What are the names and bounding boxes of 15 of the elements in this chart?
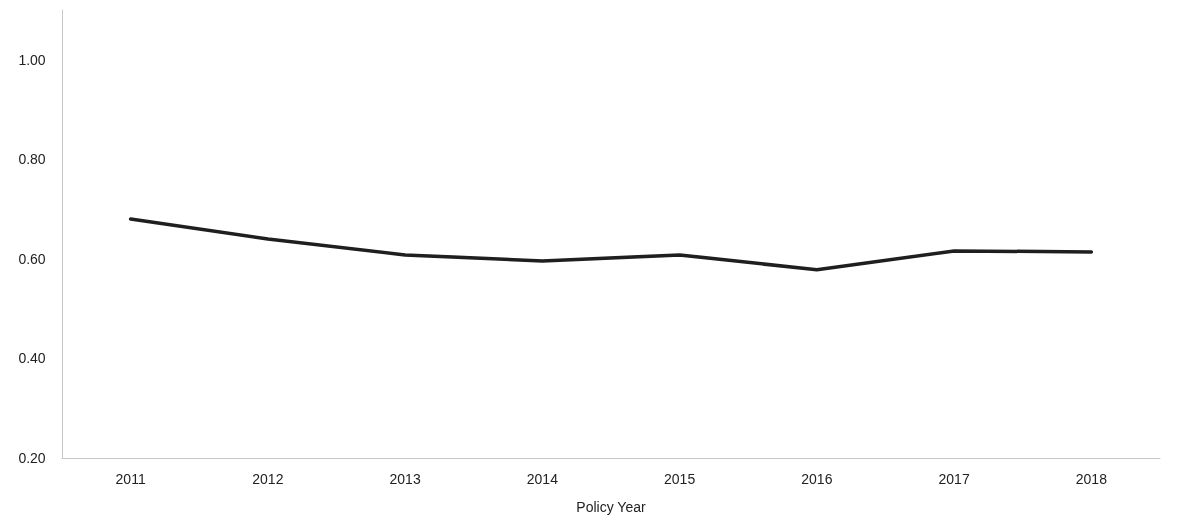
x-tick-label: 2011 <box>115 471 146 487</box>
y-tick-label: 0.20 <box>18 450 46 466</box>
x-tick-label: 2016 <box>801 471 833 487</box>
x-tick-label: 2015 <box>664 471 696 487</box>
line-series <box>128 217 1094 272</box>
y-tick-label: 0.80 <box>18 151 46 168</box>
y-tick-label: 1.00 <box>18 51 46 68</box>
y-tick-label: 0.60 <box>18 250 46 267</box>
x-tick-label: 2013 <box>389 471 421 487</box>
x-tick-label: 2012 <box>252 471 284 487</box>
y-tick-label: 0.40 <box>18 350 46 367</box>
x-tick-label: 2018 <box>1075 471 1108 487</box>
x-tick-label: 2017 <box>938 471 970 487</box>
x-axis-title: Policy Year <box>576 499 646 515</box>
x-tick-label: 2014 <box>526 471 559 487</box>
